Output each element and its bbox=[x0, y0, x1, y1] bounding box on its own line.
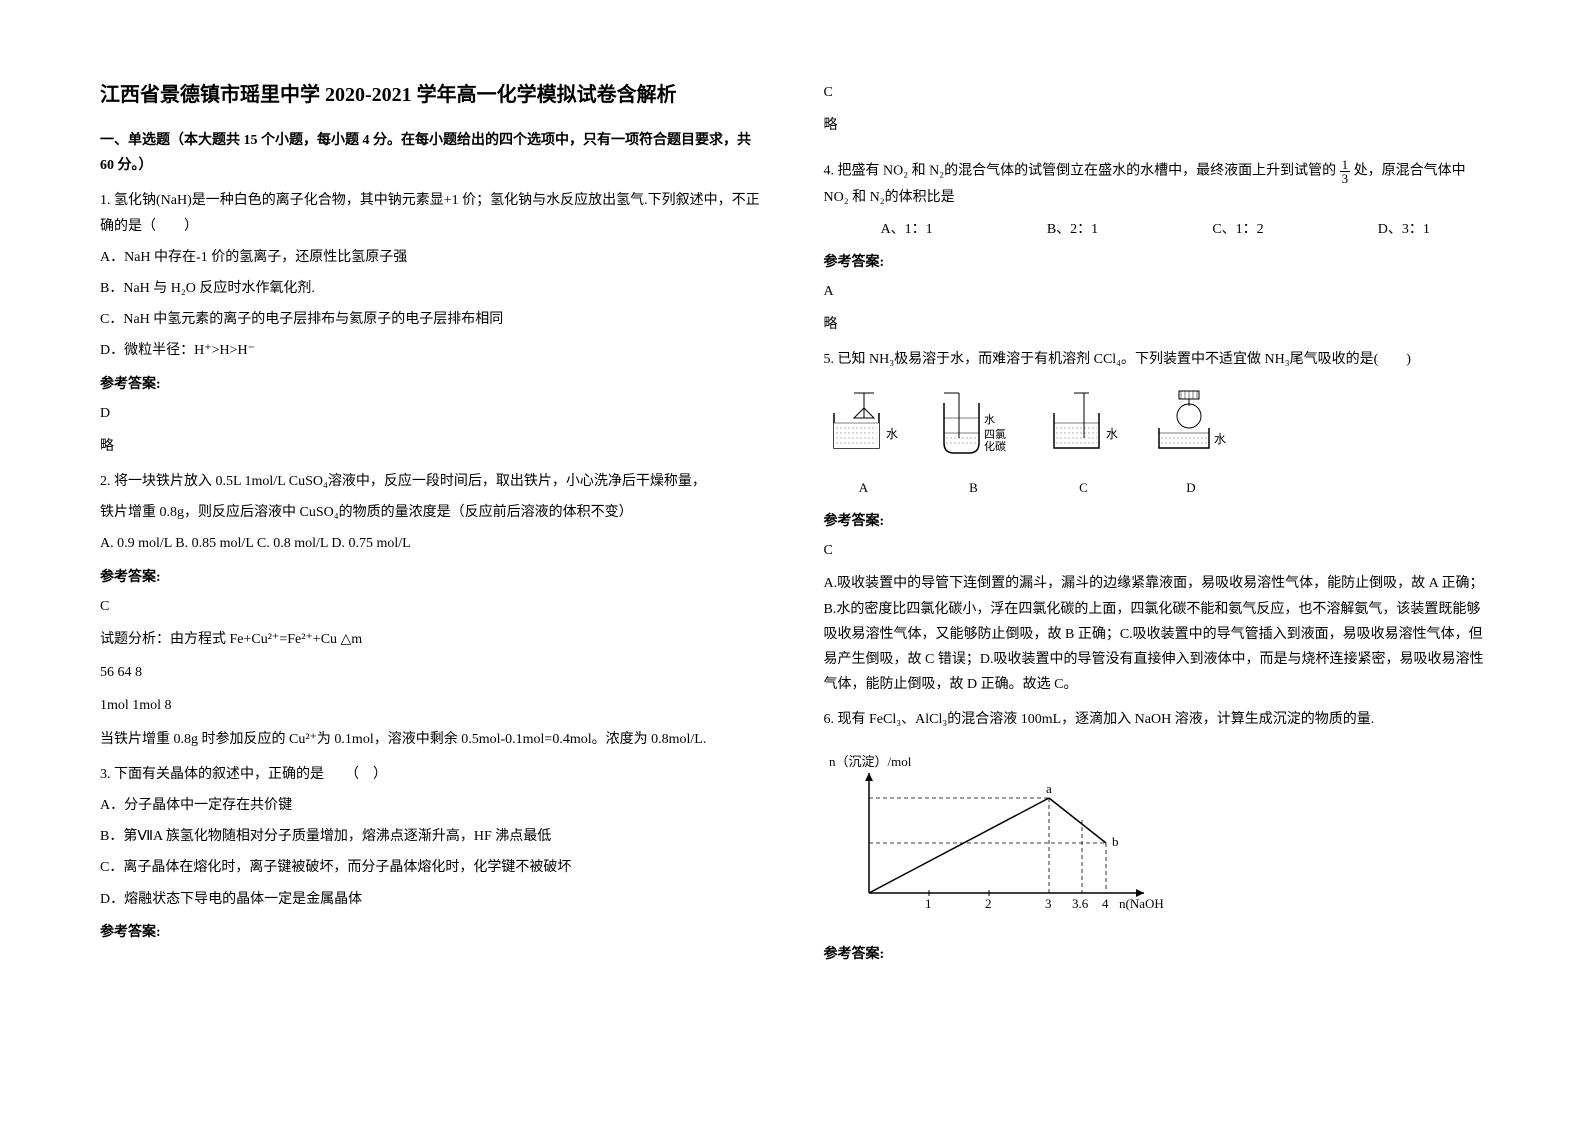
svg-text:3: 3 bbox=[1045, 896, 1052, 911]
apparatus-b: 水 四氯 化碳 B bbox=[929, 388, 1019, 500]
q2-exp2: 56 64 8 bbox=[100, 660, 764, 685]
q3-answer-label: 参考答案: bbox=[100, 920, 764, 945]
line-chart-icon: n（沉淀）/mol a b 1 2 3 3.6 4 bbox=[824, 748, 1164, 918]
question-4: 4. 把盛有 NO₂ 和 N₂的混合气体的试管倒立在盛水的水槽中，最终液面上升到… bbox=[824, 158, 1488, 337]
q4-option-c: C、1：2 bbox=[1212, 217, 1263, 242]
q2-text2: 铁片增重 0.8g，则反应后溶液中 CuSO₄的物质的量浓度是（反应前后溶液的体… bbox=[100, 500, 764, 525]
svg-text:水: 水 bbox=[1214, 432, 1226, 446]
label-a: A bbox=[824, 476, 904, 499]
q4-text1: 4. 把盛有 NO₂ 和 N₂的混合气体的试管倒立在盛水的水槽中，最终液面上升到… bbox=[824, 164, 1337, 179]
svg-text:a: a bbox=[1046, 781, 1052, 796]
exam-title: 江西省景德镇市瑶里中学 2020-2021 学年高一化学模拟试卷含解析 bbox=[100, 80, 764, 110]
q1-option-b: B．NaH 与 H₂O 反应时水作氧化剂. bbox=[100, 276, 764, 301]
apparatus-a: 水 A bbox=[824, 388, 904, 500]
q3-answer: C bbox=[824, 80, 1488, 105]
q4-options: A、1：1 B、2：1 C、1：2 D、3：1 bbox=[824, 217, 1488, 242]
question-1: 1. 氢化钠(NaH)是一种白色的离子化合物，其中钠元素显+1 价；氢化钠与水反… bbox=[100, 188, 764, 459]
q6-answer-label: 参考答案: bbox=[824, 942, 1488, 967]
svg-text:2: 2 bbox=[985, 896, 992, 911]
q6-text: 6. 现有 FeCl₃、AlCl₃的混合溶液 100mL，逐滴加入 NaOH 溶… bbox=[824, 707, 1488, 732]
q5-exp: A.吸收装置中的导管下连倒置的漏斗，漏斗的边缘紧靠液面，易吸收易溶性气体，能防止… bbox=[824, 571, 1488, 697]
apparatus-c: 水 C bbox=[1044, 388, 1124, 500]
svg-text:4: 4 bbox=[1102, 896, 1109, 911]
q3-text: 3. 下面有关晶体的叙述中，正确的是 （ ） bbox=[100, 762, 764, 787]
svg-text:n(NaOH)/mol: n(NaOH)/mol bbox=[1119, 896, 1164, 911]
q3-option-d: D．熔融状态下导电的晶体一定是金属晶体 bbox=[100, 887, 764, 912]
fraction-icon: 13 bbox=[1340, 158, 1351, 185]
svg-text:四氯: 四氯 bbox=[984, 427, 1006, 441]
q2-exp4: 当铁片增重 0.8g 时参加反应的 Cu²⁺为 0.1mol，溶液中剩余 0.5… bbox=[100, 727, 764, 752]
svg-text:水: 水 bbox=[984, 413, 995, 426]
q1-brief: 略 bbox=[100, 434, 764, 459]
q1-answer: D bbox=[100, 401, 764, 426]
q4-text: 4. 把盛有 NO₂ 和 N₂的混合气体的试管倒立在盛水的水槽中，最终液面上升到… bbox=[824, 158, 1488, 210]
svg-text:3.6: 3.6 bbox=[1072, 896, 1089, 911]
q2-exp1: 试题分析：由方程式 Fe+Cu²⁺=Fe²⁺+Cu △m bbox=[100, 627, 764, 652]
q4-answer-label: 参考答案: bbox=[824, 250, 1488, 275]
q3-option-a: A．分子晶体中一定存在共价键 bbox=[100, 793, 764, 818]
tube-layered-icon: 水 四氯 化碳 bbox=[929, 388, 1019, 463]
svg-text:b: b bbox=[1112, 834, 1119, 849]
q1-option-d: D．微粒半径：H⁺>H>H⁻ bbox=[100, 338, 764, 363]
precipitation-graph: n（沉淀）/mol a b 1 2 3 3.6 4 bbox=[824, 748, 1488, 927]
q2-answer: C bbox=[100, 594, 764, 619]
q1-answer-label: 参考答案: bbox=[100, 372, 764, 397]
q3-brief: 略 bbox=[824, 113, 1488, 138]
q3-option-c: C．离子晶体在熔化时，离子键被破坏，而分子晶体熔化时，化学键不被破坏 bbox=[100, 855, 764, 880]
q2-text1: 2. 将一块铁片放入 0.5L 1mol/L CuSO₄溶液中，反应一段时间后，… bbox=[100, 469, 764, 494]
q5-answer: C bbox=[824, 538, 1488, 563]
svg-text:水: 水 bbox=[886, 427, 898, 441]
q1-option-a: A．NaH 中存在-1 价的氢离子，还原性比氢原子强 bbox=[100, 245, 764, 270]
q2-exp3: 1mol 1mol 8 bbox=[100, 693, 764, 718]
question-6: 6. 现有 FeCl₃、AlCl₃的混合溶液 100mL，逐滴加入 NaOH 溶… bbox=[824, 707, 1488, 967]
q5-answer-label: 参考答案: bbox=[824, 509, 1488, 534]
question-2: 2. 将一块铁片放入 0.5L 1mol/L CuSO₄溶液中，反应一段时间后，… bbox=[100, 469, 764, 752]
q1-text: 1. 氢化钠(NaH)是一种白色的离子化合物，其中钠元素显+1 价；氢化钠与水反… bbox=[100, 188, 764, 238]
svg-text:n（沉淀）/mol: n（沉淀）/mol bbox=[829, 754, 912, 769]
q2-options: A. 0.9 mol/L B. 0.85 mol/L C. 0.8 mol/L … bbox=[100, 531, 764, 556]
label-b: B bbox=[929, 476, 1019, 499]
question-5: 5. 已知 NH₃极易溶于水，而难溶于有机溶剂 CCl₄。下列装置中不适宜做 N… bbox=[824, 347, 1488, 697]
q5-text: 5. 已知 NH₃极易溶于水，而难溶于有机溶剂 CCl₄。下列装置中不适宜做 N… bbox=[824, 347, 1488, 372]
beaker-tube-icon: 水 bbox=[1044, 388, 1124, 463]
question-3: 3. 下面有关晶体的叙述中，正确的是 （ ） A．分子晶体中一定存在共价键 B．… bbox=[100, 762, 764, 945]
label-d: D bbox=[1149, 476, 1234, 499]
q2-answer-label: 参考答案: bbox=[100, 565, 764, 590]
right-column: C 略 4. 把盛有 NO₂ 和 N₂的混合气体的试管倒立在盛水的水槽中，最终液… bbox=[824, 80, 1488, 1082]
svg-text:1: 1 bbox=[925, 896, 932, 911]
svg-text:水: 水 bbox=[1106, 427, 1118, 441]
q4-brief: 略 bbox=[824, 312, 1488, 337]
apparatus-diagrams: 水 A 水 四氯 化碳 B bbox=[824, 388, 1488, 500]
q4-option-a: A、1：1 bbox=[881, 217, 933, 242]
beaker-funnel-icon: 水 bbox=[824, 388, 904, 463]
label-c: C bbox=[1044, 476, 1124, 499]
q4-option-b: B、2：1 bbox=[1047, 217, 1098, 242]
section-header: 一、单选题（本大题共 15 个小题，每小题 4 分。在每小题给出的四个选项中，只… bbox=[100, 128, 764, 178]
q1-option-c: C．NaH 中氢元素的离子的电子层排布与氦原子的电子层排布相同 bbox=[100, 307, 764, 332]
left-column: 江西省景德镇市瑶里中学 2020-2021 学年高一化学模拟试卷含解析 一、单选… bbox=[100, 80, 764, 1082]
svg-text:化碳: 化碳 bbox=[984, 439, 1006, 453]
bulb-beaker-icon: 水 bbox=[1149, 388, 1234, 463]
apparatus-d: 水 D bbox=[1149, 388, 1234, 500]
q3-option-b: B．第ⅦA 族氢化物随相对分子质量增加，熔沸点逐渐升高，HF 沸点最低 bbox=[100, 824, 764, 849]
q4-answer: A bbox=[824, 279, 1488, 304]
q4-option-d: D、3：1 bbox=[1378, 217, 1430, 242]
